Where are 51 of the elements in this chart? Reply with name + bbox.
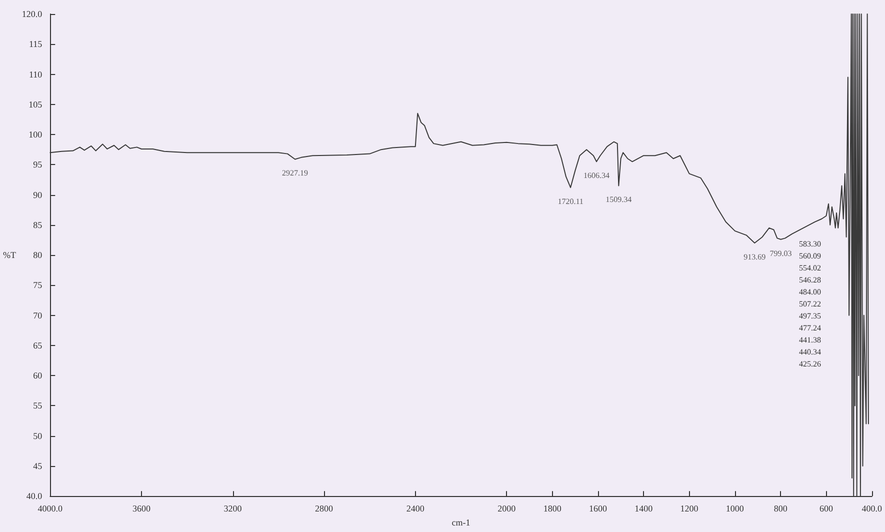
x-axis-title: cm-1 <box>452 518 470 528</box>
annotation: 554.02 <box>799 264 821 272</box>
y-tick-label: 100 <box>28 130 43 140</box>
x-tick-label: 3200 <box>224 504 242 514</box>
annotation: 484.00 <box>799 288 821 296</box>
annotation: 560.09 <box>799 252 821 260</box>
x-tick-label: 1600 <box>588 504 608 514</box>
annotation: 507.22 <box>799 300 821 308</box>
y-tick-label: 95 <box>33 160 43 170</box>
annotation: 497.35 <box>799 312 821 320</box>
y-tick-label: 45 <box>33 460 43 471</box>
y-tick-label: 85 <box>33 220 43 230</box>
y-tick-label: 40.0 <box>26 491 43 502</box>
x-tick-label: 600 <box>819 504 834 514</box>
annotation: 1606.34 <box>584 171 610 180</box>
x-tick-label: 3600 <box>132 504 151 514</box>
y-tick-label: 115 <box>28 39 43 50</box>
x-tick-label: 1800 <box>543 504 562 514</box>
x-tick-label: 2800 <box>315 504 334 514</box>
y-tick-label: 110 <box>28 69 43 80</box>
y-tick-label: 60 <box>33 370 43 381</box>
annotation: 1509.34 <box>606 195 632 204</box>
annotation: 477.24 <box>799 324 821 332</box>
x-tick-label: 1200 <box>680 504 699 514</box>
annotation: 2927.19 <box>282 168 308 178</box>
y-tick-label: 65 <box>33 340 43 350</box>
annotation: 1720.11 <box>558 197 584 206</box>
annotation: 583.30 <box>799 240 821 248</box>
y-tick-label: 70 <box>33 310 43 320</box>
line-series <box>50 14 869 497</box>
annotation: 546.28 <box>799 276 821 284</box>
y-tick-label: 105 <box>28 99 43 110</box>
annotation: 440.34 <box>799 348 821 356</box>
y-tick-label: 120.0 <box>22 9 43 19</box>
annotation: 799.03 <box>770 248 792 258</box>
y-tick-label: 75 <box>33 280 43 290</box>
x-tick-label: 1400 <box>634 504 654 514</box>
y-axis-title: %T <box>2 250 16 260</box>
y-tick-label: 55 <box>33 400 43 411</box>
annotation: 425.26 <box>799 360 821 368</box>
x-tick-label: 800 <box>774 504 788 514</box>
x-tick-label: 4000.0 <box>38 504 64 514</box>
y-tick-label: 90 <box>33 190 43 200</box>
annotation: 913.69 <box>744 252 766 262</box>
x-tick-label: 2000 <box>498 504 516 514</box>
x-tick-label: 2400 <box>406 504 425 514</box>
annotation: 441.38 <box>799 336 821 344</box>
x-tick-label: 1000 <box>726 504 744 514</box>
y-tick-label: 80 <box>33 250 43 260</box>
x-tick-label: 400.0 <box>862 504 882 514</box>
y-tick-label: 50 <box>33 430 43 441</box>
